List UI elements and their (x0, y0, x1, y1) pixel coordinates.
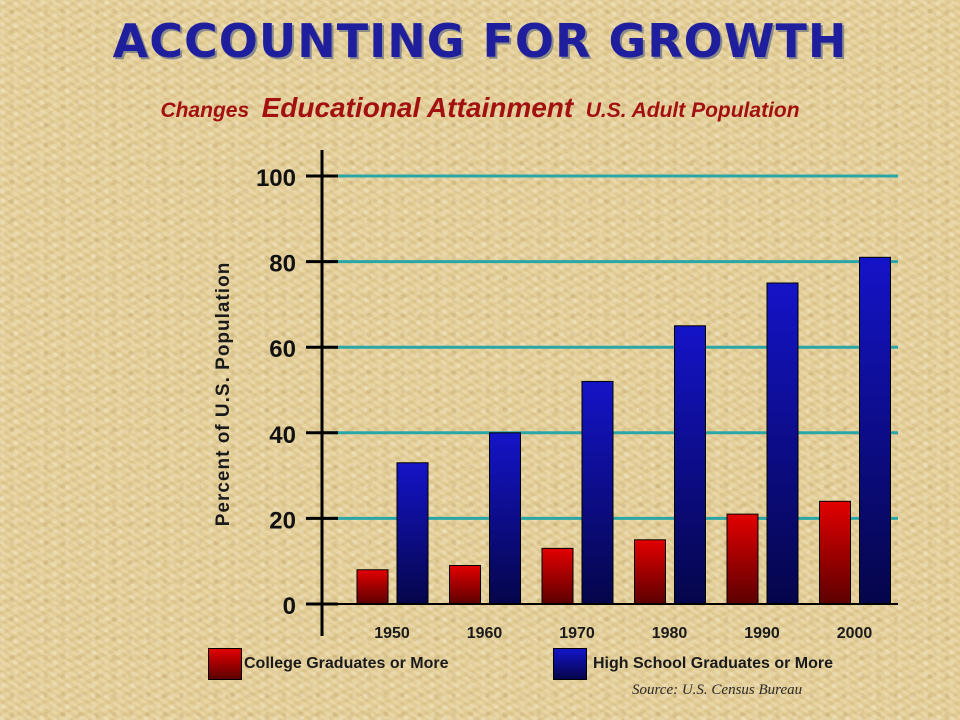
x-tick-label: 1990 (744, 625, 780, 642)
x-tick-label: 1980 (652, 625, 688, 642)
bar-high-school (674, 325, 706, 605)
x-tick-label: 1950 (374, 625, 410, 642)
bar-high-school (766, 282, 799, 605)
subtitle-part-2: Educational Attainment (261, 92, 574, 123)
chart-title: ACCOUNTING FOR GROWTH (112, 14, 848, 68)
bar-college (541, 547, 574, 605)
bar-college (819, 500, 851, 605)
bar-high-school (489, 432, 521, 605)
y-tick-label: 80 (269, 251, 296, 278)
bar-college (726, 513, 759, 605)
y-tick-label: 100 (256, 165, 296, 192)
subtitle-part-1: Changes (160, 99, 250, 122)
x-tick-label: 2000 (837, 625, 873, 642)
y-tick-label: 60 (269, 336, 296, 363)
legend-high-school-swatch (553, 648, 587, 680)
bar-high-school (859, 256, 891, 605)
x-tick-label: 1970 (559, 625, 595, 642)
legend-college-label: College Graduates or More (244, 655, 449, 672)
source-note: Source: U.S. Census Bureau (632, 682, 803, 698)
y-tick-label: 20 (269, 507, 296, 534)
bar-college (449, 564, 481, 605)
bar-college (356, 569, 389, 605)
y-tick-label: 40 (269, 422, 296, 449)
bar-high-school (581, 380, 614, 605)
x-tick-label: 1960 (467, 625, 503, 642)
bar-college (634, 539, 666, 605)
legend-high-school-label: High School Graduates or More (593, 655, 834, 672)
chart-subtitle: Changes Educational Attainment U.S. Adul… (0, 92, 960, 124)
y-tick-label: 0 (283, 593, 296, 620)
y-axis-label: Percent of U.S. Population (213, 262, 234, 527)
legend-college-swatch (208, 648, 242, 680)
subtitle-part-3: U.S. Adult Population (585, 99, 800, 122)
bar-high-school (396, 462, 429, 605)
